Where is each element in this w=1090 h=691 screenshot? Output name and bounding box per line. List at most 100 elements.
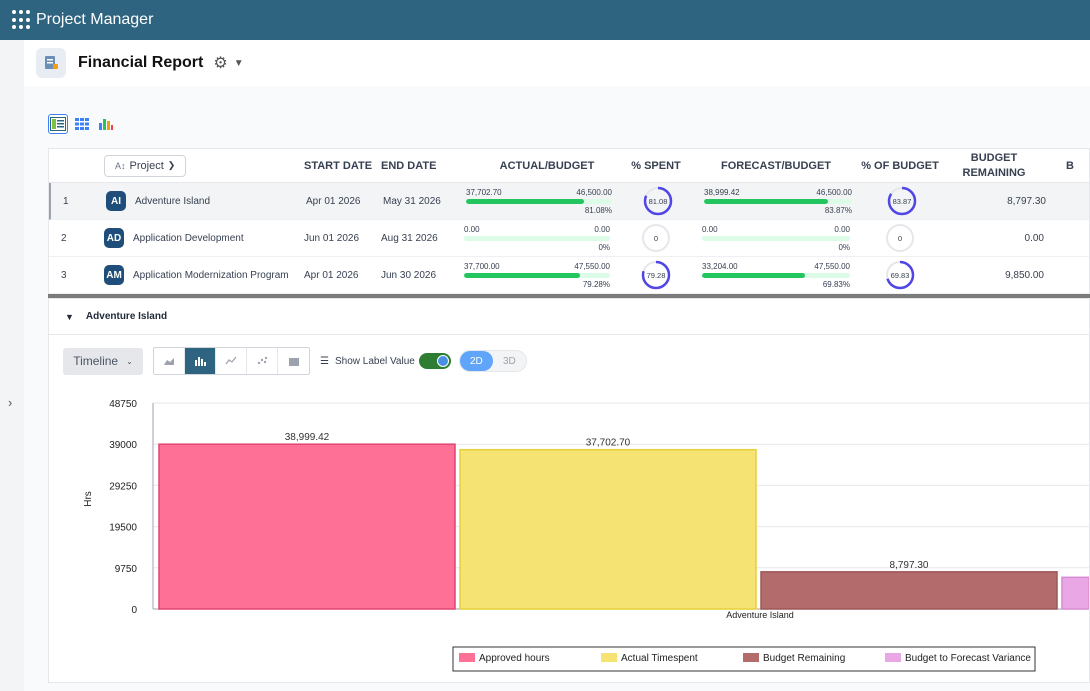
legend-swatch	[459, 653, 475, 662]
main-content: A↕ Project ❯ START DATE END DATE ACTUAL/BU…	[24, 86, 1090, 691]
grid-chart-view-icon[interactable]	[48, 114, 68, 134]
chevron-down-icon[interactable]: ▼	[233, 57, 244, 69]
y-tick-label: 9750	[115, 564, 138, 575]
actual-value: 0.00	[464, 224, 480, 234]
page-title: Financial Report	[78, 54, 204, 71]
bar-budget-to-forecast-variance	[1061, 576, 1089, 610]
table-row[interactable]: 1 AI Adventure Island Apr 01 2026 May 31 202…	[49, 183, 1089, 220]
bar-actual-timespent	[459, 448, 757, 610]
timeline-dropdown[interactable]: Timeline ⌄	[63, 347, 143, 375]
spent-header[interactable]: % SPENT	[631, 159, 681, 172]
svg-text:0: 0	[654, 234, 658, 243]
grid-view-icon[interactable]	[72, 114, 92, 134]
top-bar: Project Manager	[0, 0, 1090, 40]
budget-value: 46,500.00	[816, 187, 852, 197]
spent-ring-cell: 81.08	[618, 186, 698, 216]
scatter-chart-icon[interactable]	[247, 348, 278, 374]
forecast-percent: 69.83%	[822, 279, 850, 289]
collapse-icon[interactable]: ▼	[65, 311, 74, 322]
show-label-toggle[interactable]: ☰ Show Label Value	[320, 353, 451, 369]
panel-title: Adventure Island	[85, 311, 168, 322]
actual-value: 37,700.00	[464, 261, 500, 271]
actual-percent: 79.28%	[582, 279, 610, 289]
table-row[interactable]: 3 AM Application Modernization Program Apr …	[49, 257, 1089, 294]
project-name[interactable]: Application Development	[133, 232, 244, 244]
panel-header[interactable]: ▼ Adventure Island	[49, 299, 1089, 335]
forecast-budget-cell: 0.00 0.00 0%	[696, 225, 856, 252]
end-date-header[interactable]: END DATE	[381, 159, 437, 172]
app-title: Project Manager	[36, 11, 154, 28]
project-avatar: AM	[104, 265, 124, 285]
stacked-chart-icon[interactable]	[278, 348, 309, 374]
legend-item: Approved hours	[479, 653, 550, 664]
x-category-label: Adventure Island	[726, 610, 794, 620]
gear-icon[interactable]: ⚙	[213, 55, 228, 72]
start-date-header[interactable]: START DATE	[304, 159, 373, 172]
forecast-value: 33,204.00	[702, 261, 738, 271]
3d-button[interactable]: 3D	[502, 355, 516, 367]
area-chart-icon[interactable]	[154, 348, 185, 374]
project-column-header[interactable]: A↕ Project ❯	[104, 154, 187, 177]
project-name[interactable]: Adventure Island	[135, 195, 211, 207]
next-column-header[interactable]: B	[1066, 159, 1074, 172]
of-budget-ring: 69.83	[885, 260, 915, 290]
actual-percent: 0%	[598, 242, 610, 252]
budget-value: 0.00	[594, 224, 610, 234]
forecast-budget-cell: 38,999.42 46,500.00 83.87%	[698, 188, 858, 215]
grid-header-row: A↕ Project ❯ START DATE END DATE ACTUAL/BU…	[49, 149, 1089, 183]
project-grid: A↕ Project ❯ START DATE END DATE ACTUAL/BU…	[48, 148, 1090, 294]
bar-chart: 0 9750 19500 29250 39000 48750 Hrs 38,999.42 37,…	[83, 399, 1089, 672]
project-name[interactable]: Application Modernization Program	[133, 269, 289, 281]
dimension-toggle: 2D 3D	[458, 350, 527, 372]
spent-ring-cell: 79.28	[616, 260, 696, 290]
app-launcher-icon[interactable]	[12, 10, 32, 30]
forecast-budget-header[interactable]: FORECAST/BUDGET	[721, 159, 831, 172]
chart-toolbar: Timeline ⌄ ☰ Show L	[63, 347, 527, 375]
forecast-progress-bar	[704, 198, 852, 204]
budget-remaining-header[interactable]: BUDGET REMAINING	[962, 151, 1026, 179]
start-date: Jun 01 2026	[304, 232, 360, 244]
y-tick-label: 19500	[109, 523, 137, 534]
actual-percent: 81.08%	[584, 205, 612, 215]
of-budget-header[interactable]: % OF BUDGET	[861, 159, 939, 172]
chart-view-icon[interactable]	[96, 114, 116, 134]
svg-text:79.28: 79.28	[647, 271, 666, 280]
legend-swatch	[743, 653, 759, 662]
svg-text:69.83: 69.83	[891, 271, 910, 280]
forecast-progress-bar	[702, 272, 850, 278]
actual-budget-header[interactable]: ACTUAL/BUDGET	[499, 159, 595, 172]
legend-item: Budget Remaining	[763, 653, 845, 664]
budget-remaining: 0.00	[1024, 232, 1044, 244]
legend-item: Budget to Forecast Variance	[905, 653, 1031, 664]
forecast-value: 0.00	[702, 224, 718, 234]
end-date: Aug 31 2026	[381, 232, 438, 244]
budget-value: 47,550.00	[814, 261, 850, 271]
chart-panel: ▼ Adventure Island Timeline ⌄	[48, 298, 1090, 683]
bar-data-label: 37,702.70	[586, 438, 631, 449]
actual-progress-bar	[466, 198, 612, 204]
end-date: May 31 2026	[383, 195, 441, 207]
start-date: Apr 01 2026	[306, 195, 361, 207]
project-avatar: AD	[104, 228, 124, 248]
of-budget-ring-cell: 83.87	[858, 186, 946, 216]
spent-ring: 0	[642, 224, 670, 252]
bar-chart-icon[interactable]	[185, 348, 216, 374]
panel-divider[interactable]	[48, 294, 1090, 298]
view-switcher	[48, 114, 116, 134]
label-switch[interactable]	[418, 353, 451, 369]
2d-button[interactable]: 2D	[459, 351, 493, 371]
bar-budget-remaining	[760, 571, 1058, 610]
of-budget-ring: 83.87	[887, 186, 917, 216]
report-icon	[36, 48, 66, 78]
y-tick-label: 48750	[109, 399, 137, 410]
line-chart-icon[interactable]	[216, 348, 247, 374]
expand-sidebar-icon[interactable]: ›	[8, 395, 13, 410]
page-header: Financial Report ⚙ ▼	[24, 40, 1090, 86]
legend-item: Actual Timespent	[621, 653, 698, 664]
svg-text:81.08: 81.08	[649, 197, 668, 206]
y-tick-label: 0	[131, 605, 137, 616]
row-number: 1	[63, 195, 69, 207]
budget-remaining: 8,797.30	[1007, 195, 1046, 207]
end-date: Jun 30 2026	[381, 269, 437, 281]
table-row[interactable]: 2 AD Application Development Jun 01 2026 Aug…	[49, 220, 1089, 257]
